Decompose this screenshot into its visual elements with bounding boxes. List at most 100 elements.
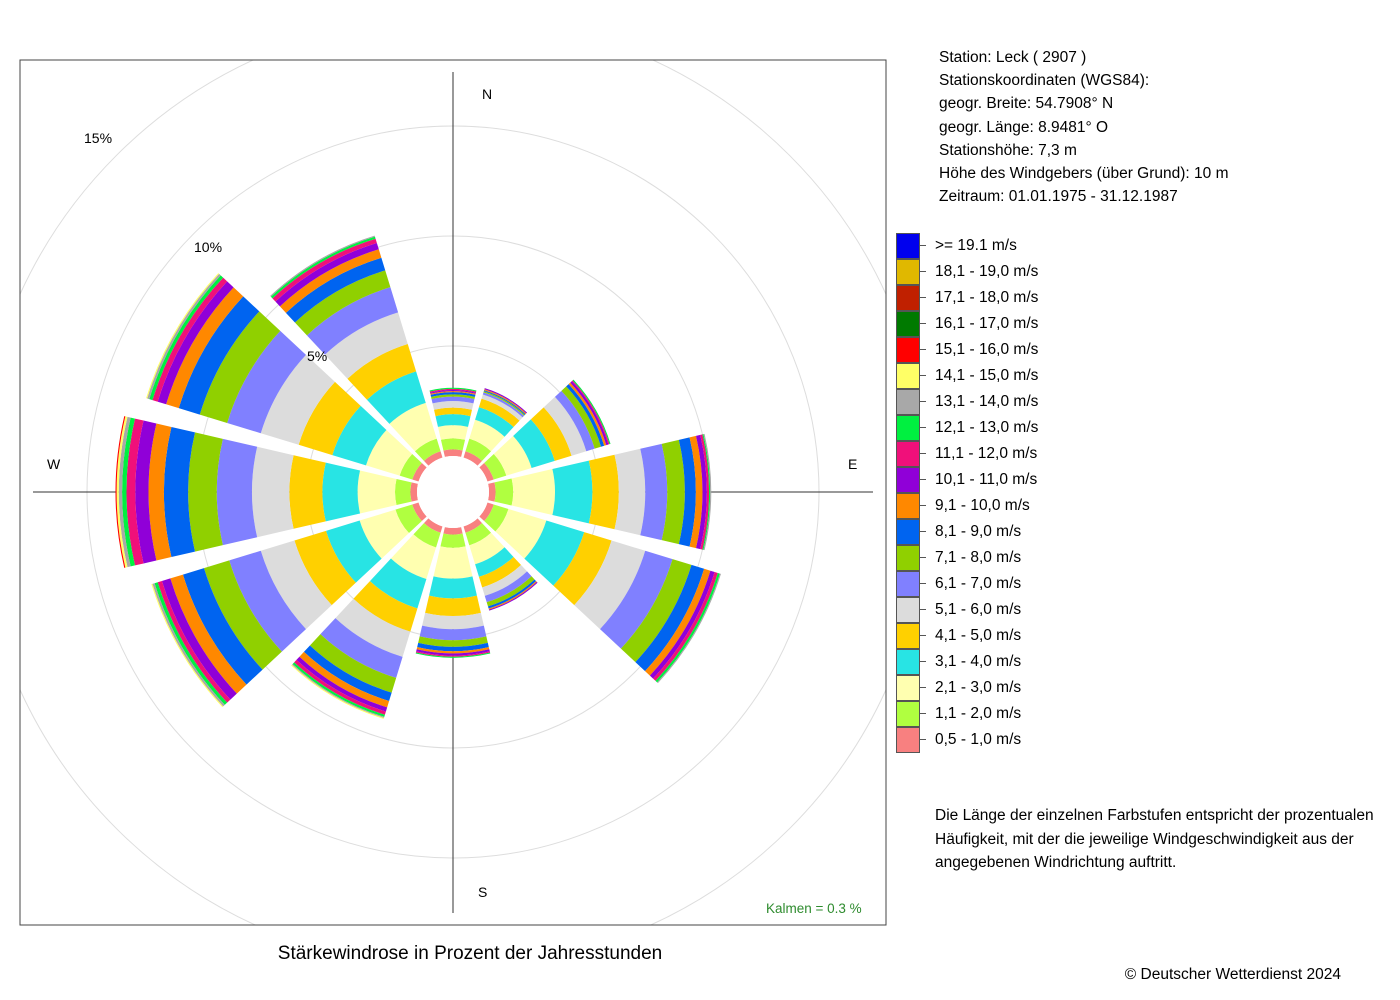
legend-swatch — [896, 441, 920, 467]
sector-segment — [494, 478, 514, 506]
radial-label-5: 5% — [307, 348, 327, 364]
sector-segment — [475, 407, 514, 437]
sector-segment — [431, 396, 475, 404]
legend-tick — [920, 401, 926, 402]
legend-label: 8,1 - 9,0 m/s — [935, 523, 1022, 540]
legend-tick — [920, 375, 926, 376]
sector-segment — [272, 238, 377, 302]
sector-segment — [568, 382, 607, 446]
sector-segment — [530, 407, 572, 461]
sector-segment — [484, 504, 509, 532]
coordinates-heading: Stationskoordinaten (WGS84): — [939, 72, 1150, 90]
sector-segment — [469, 532, 505, 565]
sector-segment — [703, 433, 712, 551]
sector-segment — [661, 439, 685, 545]
sector-segment — [702, 434, 711, 550]
sector-segment — [203, 560, 282, 670]
sector-segment — [465, 523, 492, 546]
legend-tick — [920, 661, 926, 662]
sector-segment — [443, 449, 463, 457]
sector-segment — [126, 418, 144, 566]
copyright: © Deutscher Wetterdienst 2024 — [1124, 966, 1341, 983]
legend-tick — [920, 713, 926, 714]
sector-segment — [322, 462, 361, 522]
sector-segment — [478, 398, 520, 428]
sector-segment — [116, 416, 128, 568]
sector-segment — [417, 642, 489, 652]
sector-segment — [353, 581, 418, 632]
sector-segment — [566, 384, 605, 447]
sector-segment — [419, 625, 487, 641]
legend-swatch — [896, 519, 920, 545]
direction-label-east: E — [848, 456, 857, 472]
wind-sector — [270, 235, 443, 466]
legend-tick — [920, 531, 926, 532]
legend-tick — [920, 427, 926, 428]
sector-segment — [289, 455, 326, 529]
sector-segment — [482, 564, 528, 596]
sector-segment — [279, 249, 382, 313]
sector-segment — [306, 287, 399, 355]
wind-sector — [488, 433, 712, 551]
sector-segment — [164, 426, 195, 558]
legend-tick — [920, 323, 926, 324]
wind-sector — [151, 502, 427, 708]
sector-segment — [298, 381, 361, 456]
sector-segment — [414, 438, 441, 461]
sector-segment — [395, 478, 412, 506]
time-period: Zeitraum: 01.01.1975 - 31.12.1987 — [939, 188, 1178, 206]
sector-segment — [135, 420, 157, 564]
legend-label: 16,1 - 17,0 m/s — [935, 315, 1039, 332]
explanation-note: Die Länge der einzelnen Farbstufen entsp… — [935, 807, 1374, 871]
sector-segment — [182, 568, 263, 685]
sector-segment — [696, 434, 707, 550]
legend-swatch — [896, 493, 920, 519]
sector-segment — [429, 576, 477, 599]
sector-segment — [488, 482, 496, 502]
sector-segment — [430, 392, 476, 397]
sector-segment — [157, 580, 231, 703]
legend-tick — [920, 609, 926, 610]
latitude: geogr. Breite: 54.7908° N — [939, 95, 1114, 113]
legend-swatch — [896, 363, 920, 389]
legend-tick — [920, 297, 926, 298]
sector-segment — [689, 435, 703, 549]
legend-swatch — [896, 285, 920, 311]
sector-segment — [524, 520, 585, 586]
wind-sectors — [115, 235, 721, 719]
sector-segment — [469, 419, 505, 452]
sector-segment — [326, 520, 382, 583]
sector-segment — [416, 649, 490, 656]
legend-label: 6,1 - 7,0 m/s — [935, 575, 1022, 592]
sector-segment — [178, 296, 260, 415]
sector-segment — [359, 509, 409, 559]
station-name: Station: Leck ( 2907 ) — [939, 49, 1087, 66]
sector-segment — [369, 558, 427, 609]
longitude: geogr. Länge: 8.9481° O — [939, 118, 1109, 136]
legend-tick — [920, 271, 926, 272]
wind-sector — [115, 416, 418, 568]
legend-label: 10,1 - 11,0 m/s — [935, 471, 1038, 488]
sector-segment — [152, 277, 228, 402]
sector-segment — [294, 659, 386, 715]
legend-swatch — [896, 649, 920, 675]
sector-segment — [463, 451, 483, 466]
legend-label: 15,1 - 16,0 m/s — [935, 341, 1039, 358]
sector-segment — [495, 508, 547, 559]
sector-segment — [418, 636, 488, 647]
legend-swatch — [896, 415, 920, 441]
sector-segment — [574, 540, 646, 630]
sector-segment — [410, 482, 418, 502]
sector-segment — [463, 518, 483, 533]
station-info: Station: Leck ( 2907 ) Stationskoordinat… — [939, 46, 1228, 208]
sector-segment — [570, 381, 609, 446]
legend-tick — [920, 687, 926, 688]
wind-sector — [479, 379, 611, 482]
legend-tick — [920, 505, 926, 506]
legend-swatch — [896, 311, 920, 337]
station-height: Stationshöhe: 7,3 m — [939, 141, 1077, 159]
sector-segment — [399, 453, 422, 480]
sector-segment — [431, 394, 475, 400]
legend-tick — [920, 739, 926, 740]
